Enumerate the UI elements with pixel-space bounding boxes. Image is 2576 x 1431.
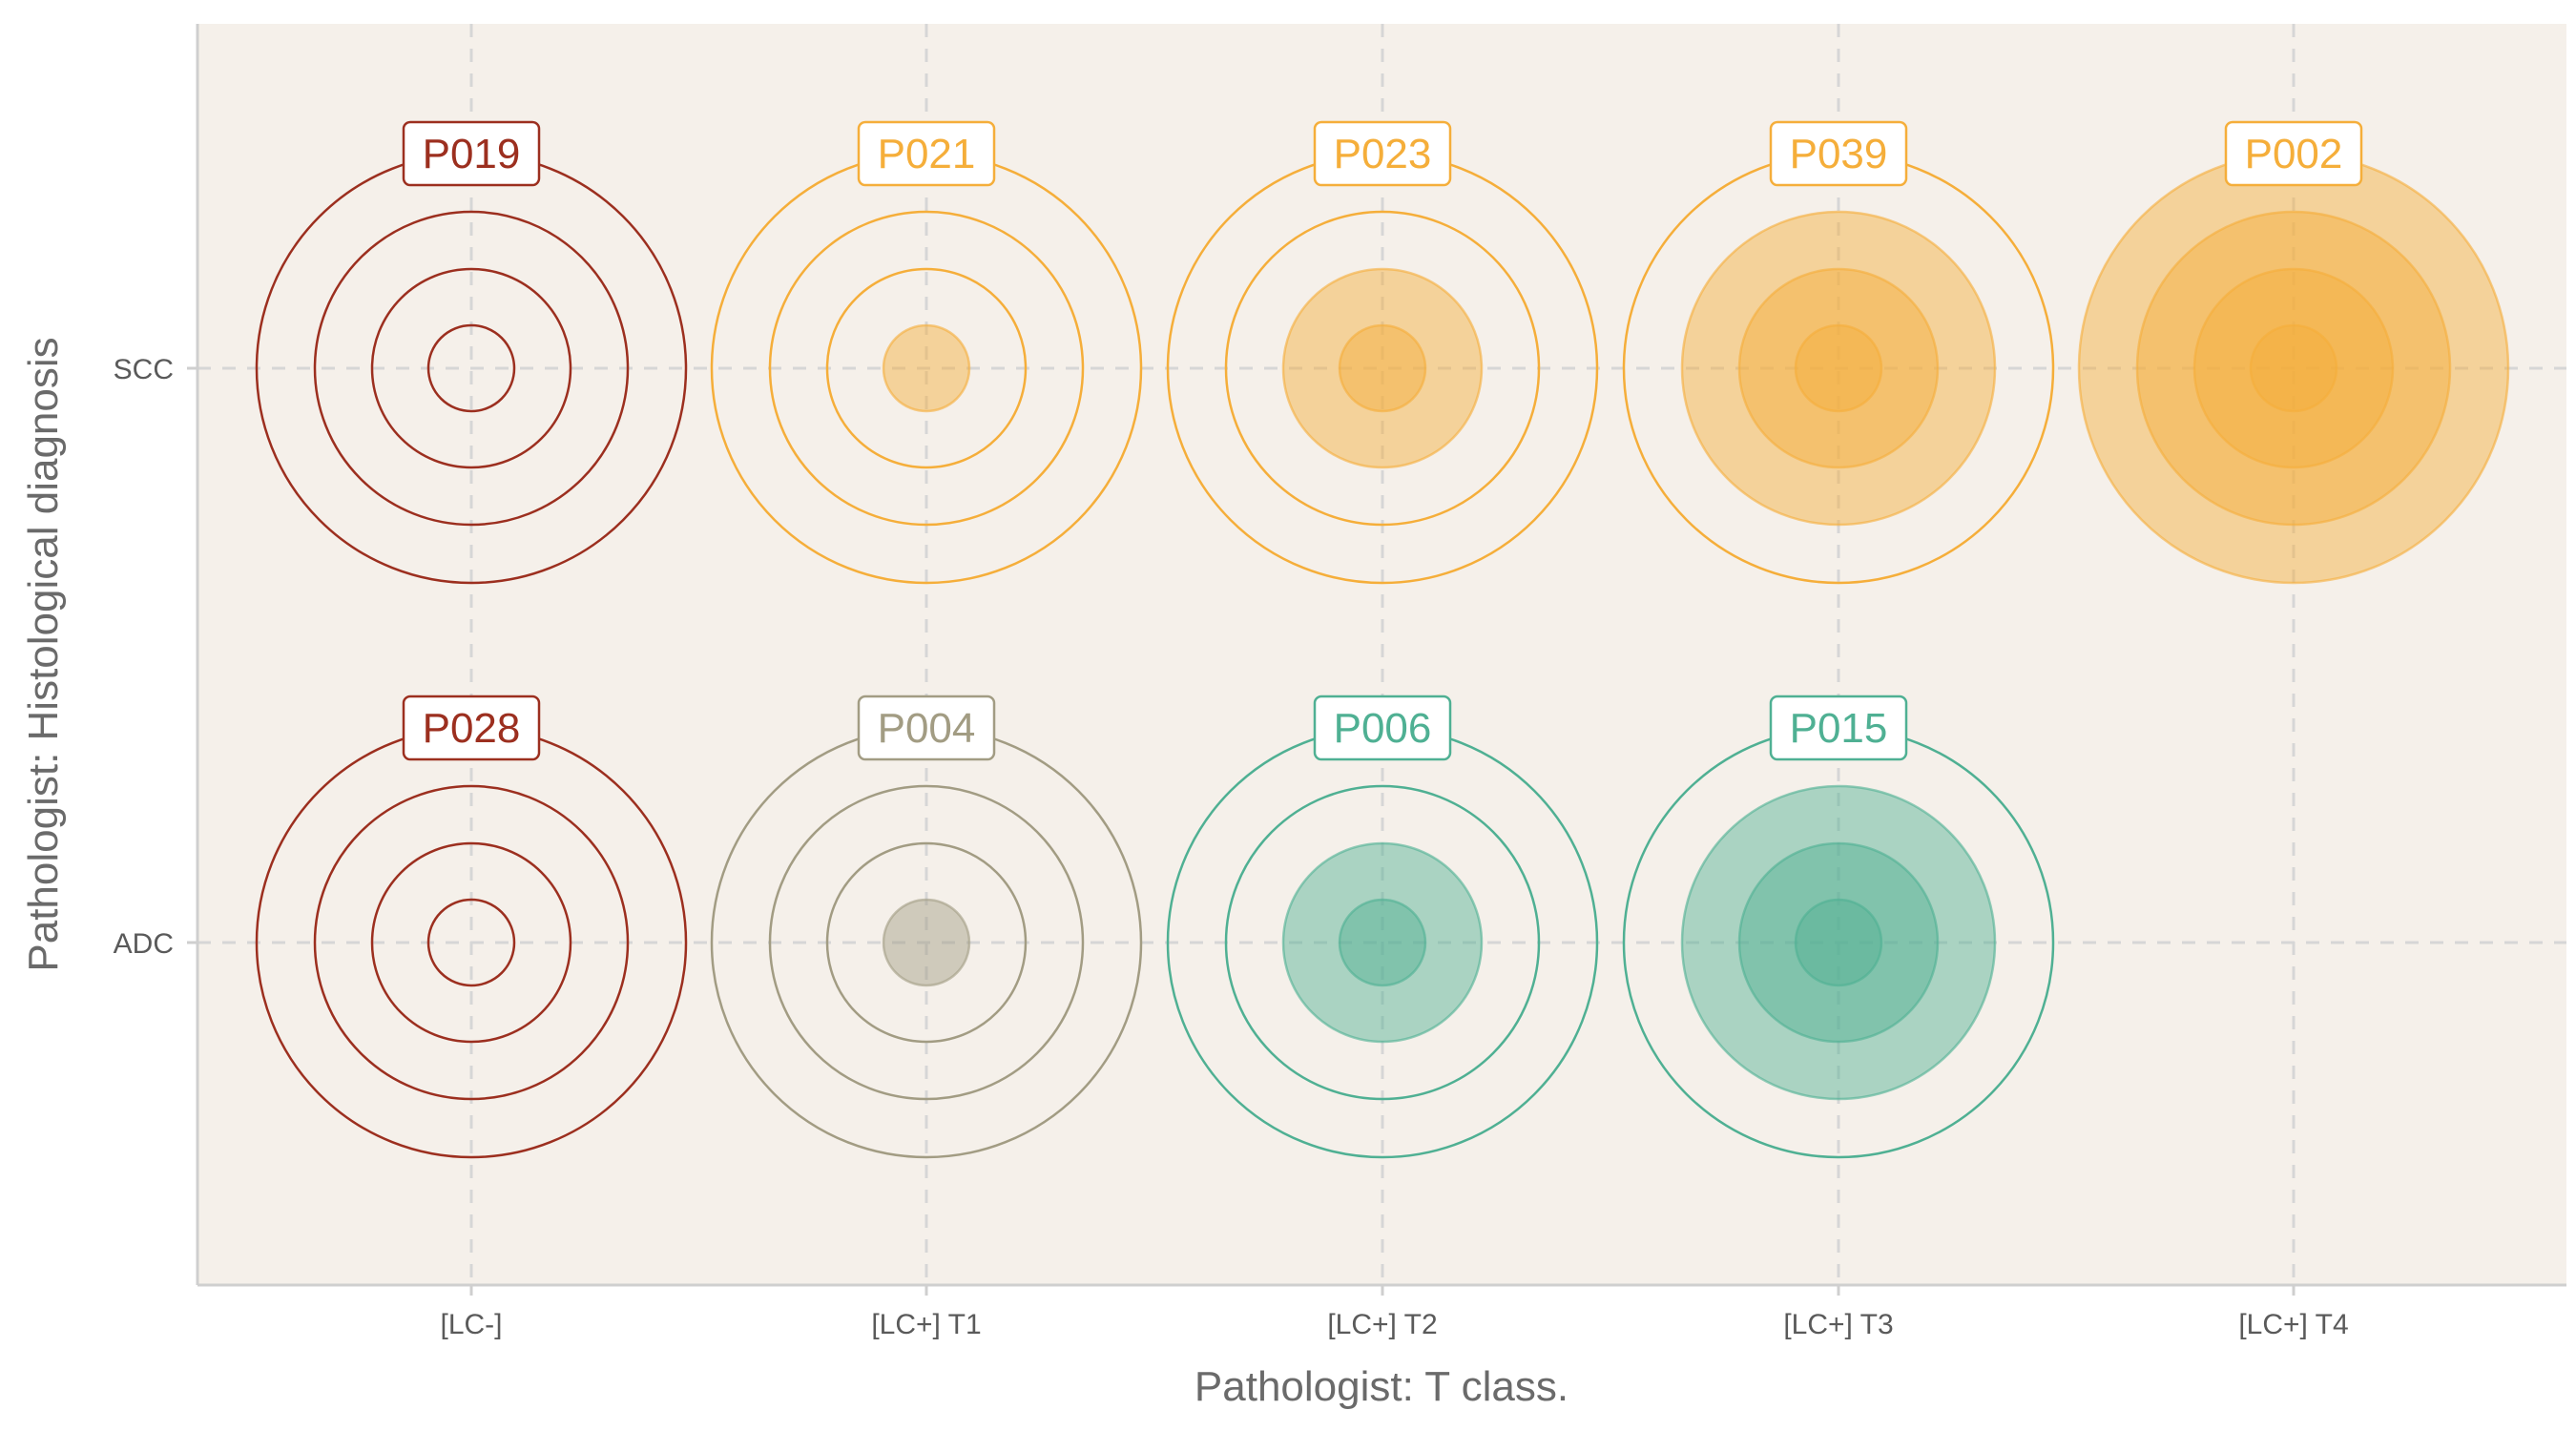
point-label-text: P019 bbox=[423, 131, 521, 177]
x-tick-label: [LC+] T3 bbox=[1783, 1309, 1893, 1340]
point-label-text: P023 bbox=[1334, 131, 1432, 177]
point-label-text: P006 bbox=[1334, 705, 1432, 752]
filled-ring bbox=[1737, 267, 1940, 469]
x-tick-label: [LC+] T4 bbox=[2238, 1309, 2348, 1340]
filled-ring bbox=[1680, 784, 1997, 1101]
y-axis-ticks: SCC ADC bbox=[114, 354, 197, 960]
point-label-box bbox=[1313, 695, 1452, 761]
point-label-p028: P028 bbox=[402, 695, 541, 761]
point-label-box bbox=[402, 120, 541, 187]
point-label-box bbox=[1769, 120, 1908, 187]
outline-ring bbox=[1224, 784, 1541, 1101]
target-mark-p015 bbox=[1622, 726, 2055, 1159]
x-tick-label: [LC-] bbox=[440, 1309, 502, 1340]
point-label-p002: P002 bbox=[2224, 120, 2363, 187]
filled-ring bbox=[1794, 898, 1883, 987]
point-labels-layer: P019 P021 P023 P039 P002 P028 P004 P006 P015 bbox=[402, 120, 2363, 761]
y-axis-title: Pathologist: Histological diagnosis bbox=[20, 337, 67, 971]
point-label-p019: P019 bbox=[402, 120, 541, 187]
filled-ring bbox=[882, 323, 971, 413]
outline-ring bbox=[426, 898, 516, 987]
target-mark-p006 bbox=[1166, 726, 1599, 1159]
filled-ring bbox=[2249, 323, 2338, 413]
x-tick-label: [LC+] T2 bbox=[1327, 1309, 1437, 1340]
point-label-box bbox=[1313, 120, 1452, 187]
point-label-text: P015 bbox=[1790, 705, 1888, 752]
target-mark-p002 bbox=[2077, 152, 2510, 585]
filled-ring bbox=[882, 898, 971, 987]
target-mark-p021 bbox=[710, 152, 1143, 585]
point-label-text: P004 bbox=[878, 705, 976, 752]
filled-ring bbox=[1680, 210, 1997, 527]
point-label-p015: P015 bbox=[1769, 695, 1908, 761]
outline-ring bbox=[825, 267, 1028, 469]
y-tick-label: SCC bbox=[114, 354, 174, 385]
x-axis-ticks: [LC-] [LC+] T1 [LC+] T2 [LC+] T3 [LC+] T4 bbox=[440, 1285, 2349, 1340]
x-axis-title: Pathologist: T class. bbox=[1195, 1363, 1568, 1410]
grid-layer bbox=[197, 24, 2566, 1285]
point-label-box bbox=[2224, 120, 2363, 187]
outline-ring bbox=[768, 210, 1085, 527]
point-label-p021: P021 bbox=[857, 120, 996, 187]
filled-ring bbox=[1281, 841, 1484, 1044]
point-label-p023: P023 bbox=[1313, 120, 1452, 187]
outline-ring bbox=[825, 841, 1028, 1044]
filled-ring bbox=[2135, 210, 2452, 527]
point-label-text: P002 bbox=[2245, 131, 2343, 177]
point-label-text: P028 bbox=[423, 705, 521, 752]
outline-ring bbox=[313, 210, 630, 527]
point-label-p039: P039 bbox=[1769, 120, 1908, 187]
x-tick-label: [LC+] T1 bbox=[871, 1309, 981, 1340]
point-label-p004: P004 bbox=[857, 695, 996, 761]
point-label-box bbox=[402, 695, 541, 761]
filled-ring bbox=[1281, 267, 1484, 469]
point-label-text: P021 bbox=[878, 131, 976, 177]
marks-layer bbox=[255, 152, 2510, 1159]
outline-ring bbox=[370, 841, 572, 1044]
outline-ring bbox=[370, 267, 572, 469]
point-label-box bbox=[1769, 695, 1908, 761]
outline-ring bbox=[1224, 210, 1541, 527]
point-label-box bbox=[857, 695, 996, 761]
filled-ring bbox=[1338, 898, 1427, 987]
filled-ring bbox=[2192, 267, 2395, 469]
point-label-p006: P006 bbox=[1313, 695, 1452, 761]
target-mark-p023 bbox=[1166, 152, 1599, 585]
filled-ring bbox=[1737, 841, 1940, 1044]
filled-ring bbox=[1794, 323, 1883, 413]
point-label-text: P039 bbox=[1790, 131, 1888, 177]
outline-ring bbox=[768, 784, 1085, 1101]
outline-ring bbox=[426, 323, 516, 413]
y-tick-label: ADC bbox=[114, 928, 174, 960]
outline-ring bbox=[313, 784, 630, 1101]
filled-ring bbox=[1338, 323, 1427, 413]
point-label-box bbox=[857, 120, 996, 187]
